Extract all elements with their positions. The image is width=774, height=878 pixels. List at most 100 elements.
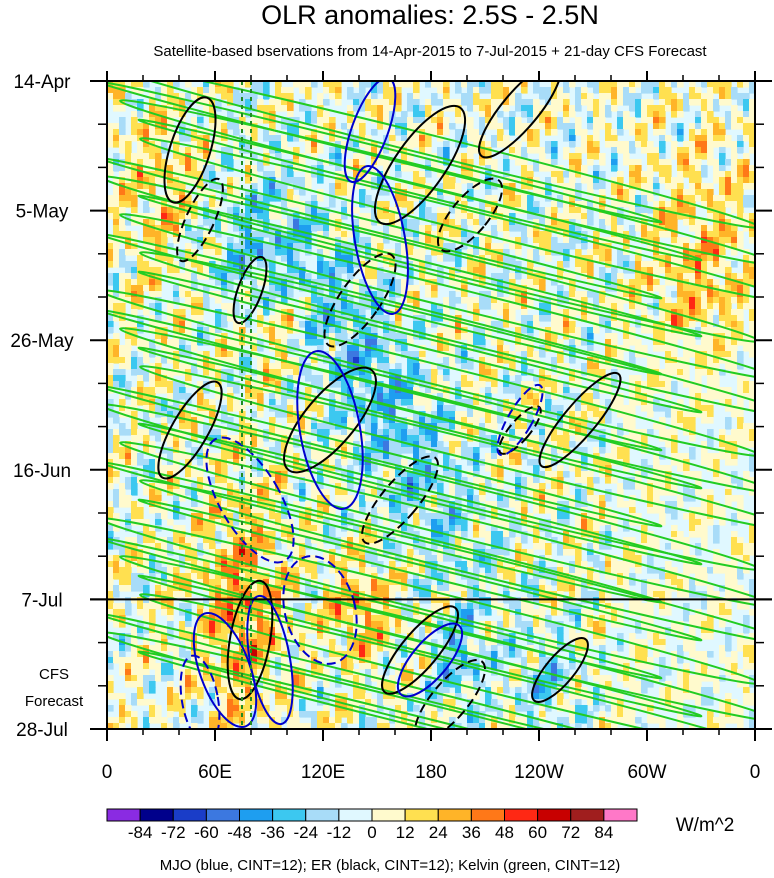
- olr-anomaly-cell: [329, 279, 336, 286]
- olr-anomaly-cell: [287, 261, 294, 268]
- olr-anomaly-cell: [401, 279, 408, 286]
- olr-anomaly-cell: [107, 87, 114, 94]
- olr-anomaly-cell: [287, 135, 294, 142]
- olr-anomaly-cell: [149, 411, 156, 418]
- olr-anomaly-cell: [209, 165, 216, 172]
- olr-anomaly-cell: [407, 219, 414, 226]
- olr-anomaly-cell: [467, 381, 474, 388]
- olr-anomaly-cell: [521, 357, 528, 364]
- olr-anomaly-cell: [179, 225, 186, 232]
- olr-anomaly-cell: [149, 123, 156, 130]
- olr-anomaly-cell: [353, 207, 360, 214]
- olr-anomaly-cell: [677, 123, 684, 130]
- olr-anomaly-cell: [521, 195, 528, 202]
- olr-anomaly-cell: [335, 93, 342, 100]
- olr-anomaly-cell: [227, 339, 234, 346]
- olr-anomaly-cell: [521, 309, 528, 316]
- olr-anomaly-cell: [641, 81, 648, 88]
- olr-anomaly-cell: [125, 81, 132, 88]
- olr-anomaly-cell: [467, 81, 474, 88]
- olr-anomaly-cell: [701, 405, 708, 412]
- olr-anomaly-cell: [587, 387, 594, 394]
- olr-anomaly-cell: [257, 207, 264, 214]
- olr-anomaly-cell: [545, 381, 552, 388]
- olr-anomaly-cell: [701, 291, 708, 298]
- olr-anomaly-cell: [593, 429, 600, 436]
- olr-anomaly-cell: [365, 351, 372, 358]
- olr-anomaly-cell: [239, 405, 246, 412]
- olr-anomaly-cell: [203, 363, 210, 370]
- olr-anomaly-cell: [311, 423, 318, 430]
- olr-anomaly-cell: [299, 369, 306, 376]
- olr-anomaly-cell: [335, 87, 342, 94]
- olr-anomaly-cell: [329, 153, 336, 160]
- olr-anomaly-cell: [395, 393, 402, 400]
- olr-anomaly-cell: [119, 321, 126, 328]
- olr-anomaly-cell: [587, 255, 594, 262]
- olr-anomaly-cell: [563, 297, 570, 304]
- olr-anomaly-cell: [581, 429, 588, 436]
- olr-anomaly-cell: [647, 231, 654, 238]
- olr-anomaly-cell: [407, 93, 414, 100]
- olr-anomaly-cell: [191, 93, 198, 100]
- olr-anomaly-cell: [473, 303, 480, 310]
- olr-anomaly-cell: [599, 405, 606, 412]
- olr-anomaly-cell: [287, 195, 294, 202]
- olr-anomaly-cell: [419, 153, 426, 160]
- olr-anomaly-cell: [221, 123, 228, 130]
- olr-anomaly-cell: [419, 327, 426, 334]
- olr-anomaly-cell: [551, 165, 558, 172]
- olr-anomaly-cell: [551, 375, 558, 382]
- olr-anomaly-cell: [377, 243, 384, 250]
- olr-anomaly-cell: [419, 369, 426, 376]
- olr-anomaly-cell: [713, 327, 720, 334]
- olr-anomaly-cell: [407, 99, 414, 106]
- olr-anomaly-cell: [725, 351, 732, 358]
- olr-anomaly-cell: [587, 267, 594, 274]
- olr-anomaly-cell: [293, 357, 300, 364]
- olr-anomaly-cell: [611, 381, 618, 388]
- olr-anomaly-cell: [365, 273, 372, 280]
- olr-anomaly-cell: [107, 447, 114, 454]
- olr-anomaly-cell: [461, 297, 468, 304]
- olr-anomaly-cell: [197, 291, 204, 298]
- olr-anomaly-cell: [353, 447, 360, 454]
- olr-anomaly-cell: [569, 207, 576, 214]
- olr-anomaly-cell: [131, 123, 138, 130]
- olr-anomaly-cell: [707, 363, 714, 370]
- olr-anomaly-cell: [599, 363, 606, 370]
- olr-anomaly-cell: [683, 417, 690, 424]
- olr-anomaly-cell: [599, 297, 606, 304]
- olr-anomaly-cell: [701, 189, 708, 196]
- olr-anomaly-cell: [683, 357, 690, 364]
- olr-anomaly-cell: [731, 249, 738, 256]
- olr-anomaly-cell: [617, 399, 624, 406]
- olr-anomaly-cell: [719, 345, 726, 352]
- olr-anomaly-cell: [641, 231, 648, 238]
- olr-anomaly-cell: [473, 99, 480, 106]
- olr-anomaly-cell: [569, 273, 576, 280]
- olr-anomaly-cell: [251, 207, 258, 214]
- olr-anomaly-cell: [419, 375, 426, 382]
- olr-anomaly-cell: [395, 165, 402, 172]
- olr-anomaly-cell: [461, 171, 468, 178]
- olr-anomaly-cell: [689, 435, 696, 442]
- olr-anomaly-cell: [521, 123, 528, 130]
- olr-anomaly-cell: [593, 447, 600, 454]
- olr-anomaly-cell: [137, 357, 144, 364]
- olr-anomaly-cell: [491, 279, 498, 286]
- olr-anomaly-cell: [641, 123, 648, 130]
- olr-anomaly-cell: [683, 105, 690, 112]
- olr-anomaly-cell: [269, 303, 276, 310]
- olr-anomaly-cell: [185, 411, 192, 418]
- olr-anomaly-cell: [551, 111, 558, 118]
- olr-anomaly-cell: [263, 321, 270, 328]
- olr-anomaly-cell: [491, 135, 498, 142]
- olr-anomaly-cell: [689, 279, 696, 286]
- olr-anomaly-cell: [749, 441, 755, 448]
- olr-anomaly-cell: [209, 213, 216, 220]
- olr-anomaly-cell: [221, 345, 228, 352]
- olr-anomaly-cell: [107, 165, 114, 172]
- olr-anomaly-cell: [719, 309, 726, 316]
- olr-anomaly-cell: [395, 183, 402, 190]
